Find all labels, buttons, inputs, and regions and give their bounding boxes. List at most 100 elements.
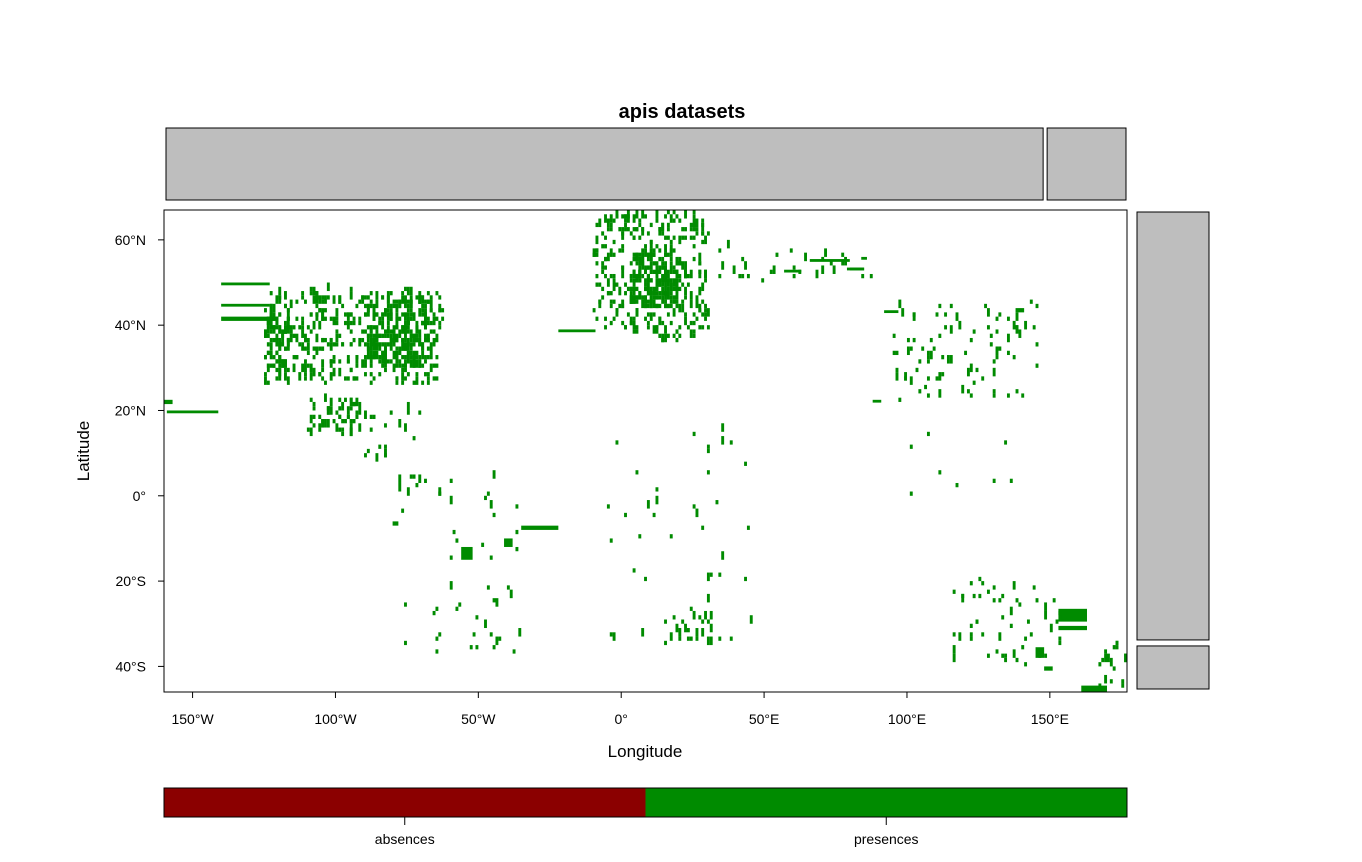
presence-cell [672, 218, 676, 223]
presence-cell [641, 248, 645, 253]
presence-cell [932, 346, 936, 351]
presence-cell [821, 256, 825, 262]
presence-cell [418, 410, 422, 415]
presence-cell [338, 295, 342, 300]
presence-cell [486, 585, 490, 590]
presence-cell [926, 355, 930, 360]
presence-cell [612, 239, 616, 245]
presence-cell [272, 312, 276, 321]
presence-cell [646, 291, 650, 296]
presence-cell [1024, 320, 1028, 330]
presence-cell [929, 337, 933, 343]
presence-cell [404, 337, 407, 343]
presence-cell [772, 265, 776, 274]
presence-cell [598, 299, 602, 309]
presence-cell [678, 235, 682, 245]
presence-cell [689, 227, 693, 232]
presence-cell [1035, 303, 1039, 309]
presence-cell [426, 320, 430, 326]
presence-cell [369, 299, 373, 304]
presence-cell [415, 295, 419, 300]
presence-cell [701, 312, 705, 317]
presence-cell [1018, 602, 1022, 607]
presence-cell [986, 308, 990, 317]
presence-cell [658, 295, 662, 300]
presence-cell [692, 227, 696, 232]
presence-cell [635, 329, 639, 334]
presence-cell [358, 320, 362, 326]
presence-cell [338, 359, 342, 364]
presence-cell [329, 397, 333, 407]
presence-cell [655, 295, 659, 300]
presence-cell [609, 320, 613, 326]
presence-cell [992, 585, 996, 590]
presence-cell [378, 320, 382, 326]
presence-cell [369, 350, 373, 356]
legend-frame [163, 787, 1128, 818]
presence-cell [349, 423, 353, 432]
y-tick-label: 20°N [115, 402, 146, 418]
presence-cell [412, 312, 416, 317]
presence-cell [424, 372, 427, 377]
presence-cell [301, 342, 305, 347]
presence-cell [672, 333, 676, 338]
presence-cell [424, 325, 427, 330]
presence-cell [472, 632, 476, 637]
presence-cell [1004, 653, 1008, 658]
presence-cell [644, 248, 647, 257]
presence-cell [321, 346, 325, 351]
presence-cell [701, 299, 705, 304]
presence-cell [409, 299, 413, 304]
presence-cell [912, 337, 916, 343]
presence-cell [906, 346, 910, 356]
presence-cell [655, 495, 659, 505]
presence-cell [406, 355, 410, 360]
presence-cell [1058, 608, 1087, 622]
presence-cell [349, 406, 353, 411]
presence-cell [404, 342, 407, 347]
presence-cell [615, 214, 619, 219]
presence-cell [326, 419, 330, 428]
presence-cell [344, 320, 347, 326]
presence-cell [346, 312, 350, 321]
presence-cell [301, 316, 305, 321]
presence-cell [489, 555, 493, 560]
presence-cell [955, 312, 959, 321]
presence-cell [992, 598, 996, 603]
presence-cell [418, 355, 422, 360]
presence-cell [969, 632, 973, 637]
presence-cell [409, 342, 413, 351]
presence-cell [412, 363, 416, 368]
top-marginal-histogram [165, 127, 1127, 201]
presence-cell [944, 325, 948, 330]
presence-cell [272, 316, 276, 321]
presence-cell [689, 329, 693, 338]
presence-cell [646, 265, 650, 270]
presence-cell [278, 355, 282, 360]
presence-cell [284, 320, 287, 326]
presence-cell [915, 367, 919, 373]
presence-cell [406, 286, 410, 296]
presence-cell [938, 333, 942, 338]
presence-cell [692, 329, 696, 334]
presence-cell [321, 359, 325, 368]
presence-cell [369, 372, 373, 377]
presence-cell [669, 320, 673, 326]
legend-swatch-absences [164, 788, 646, 817]
presence-cell [661, 333, 665, 343]
presence-cell [321, 376, 325, 381]
presence-cell [166, 410, 219, 414]
presence-cell [429, 295, 433, 300]
presence-cell [355, 376, 359, 381]
presence-cell [515, 546, 519, 552]
presence-cell [655, 265, 659, 274]
presence-cell [646, 325, 650, 330]
presence-cell [324, 393, 327, 402]
presence-cell [392, 350, 396, 360]
presence-cell [918, 359, 922, 364]
presence-cell [272, 303, 276, 313]
presence-cell [898, 397, 902, 402]
presence-cell [269, 329, 273, 334]
presence-cell [401, 355, 405, 360]
presence-cell [684, 227, 687, 232]
